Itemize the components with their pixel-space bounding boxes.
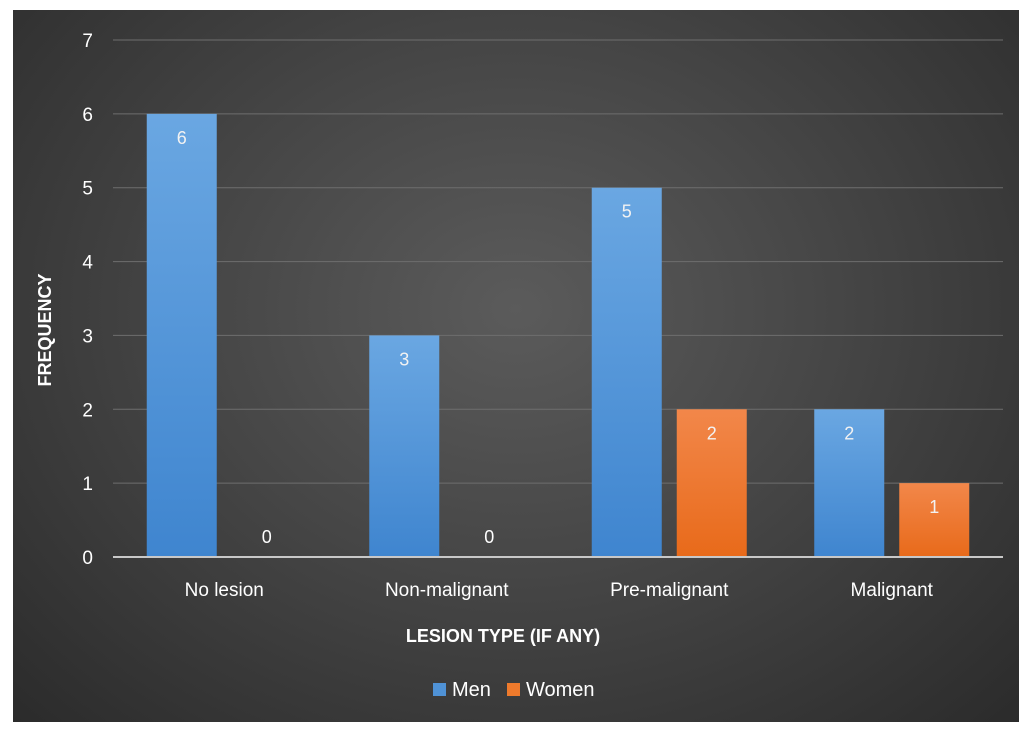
legend-swatch-men [433, 683, 446, 696]
chart-area: 0 1 2 3 4 5 6 7 6 0 3 0 5 2 2 1 No lesion Non-malignant… [13, 10, 1019, 722]
legend: Men Women [433, 679, 595, 701]
bar-men-2 [591, 187, 662, 557]
data-labels: 6 0 3 0 5 2 2 1 [177, 128, 940, 547]
bar-chart: 0 1 2 3 4 5 6 7 6 0 3 0 5 2 2 1 No lesion Non-malignant… [35, 31, 1003, 701]
x-category-label: Non-malignant [385, 580, 509, 601]
y-tick-label: 3 [82, 326, 93, 347]
y-axis-title: FREQUENCY [35, 273, 55, 386]
legend-swatch-women [507, 683, 520, 696]
y-tick-label: 1 [82, 474, 93, 495]
bar-men-3 [814, 409, 885, 557]
data-label-men-2: 5 [622, 202, 632, 222]
x-category-label: Pre-malignant [610, 580, 729, 601]
bars [146, 113, 970, 557]
x-category-label: No lesion [185, 580, 264, 601]
y-tick-label: 5 [82, 179, 93, 200]
x-category-label: Malignant [851, 580, 934, 601]
data-label-women-0: 0 [262, 527, 272, 547]
data-label-women-2: 2 [707, 423, 717, 443]
legend-label-men: Men [452, 679, 491, 701]
bar-men-0 [146, 113, 217, 557]
x-axis-title: LESION TYPE (IF ANY) [406, 626, 600, 646]
bar-women-2 [676, 409, 747, 557]
data-label-men-3: 2 [844, 423, 854, 443]
y-tick-label: 2 [82, 400, 93, 421]
y-tick-label: 6 [82, 105, 93, 126]
data-label-men-0: 6 [177, 128, 187, 148]
y-tick-label: 0 [82, 548, 93, 569]
bar-women-3 [899, 483, 970, 557]
bar-men-1 [369, 335, 440, 557]
x-axis-categories: No lesion Non-malignant Pre-malignant Malig… [185, 580, 934, 601]
gridlines [113, 39, 1003, 484]
y-tick-label: 4 [82, 253, 93, 274]
y-axis-ticks: 0 1 2 3 4 5 6 7 [82, 31, 93, 569]
data-label-men-1: 3 [399, 349, 409, 369]
y-tick-label: 7 [82, 31, 93, 52]
data-label-women-3: 1 [929, 497, 939, 517]
legend-label-women: Women [526, 679, 595, 701]
data-label-women-1: 0 [484, 527, 494, 547]
